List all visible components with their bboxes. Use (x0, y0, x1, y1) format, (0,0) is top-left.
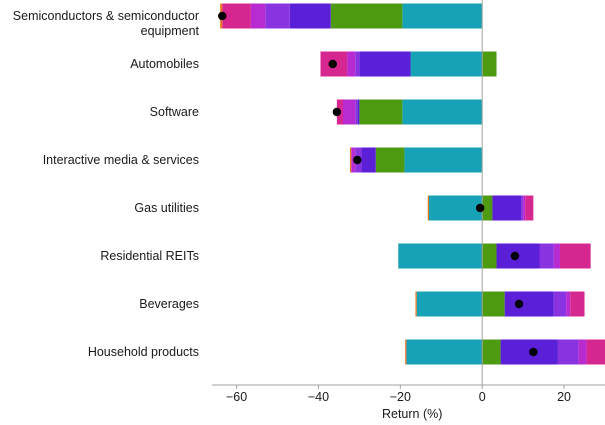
bar-segment (586, 339, 605, 365)
total-marker (475, 203, 485, 213)
category-label: Gas utilities (134, 201, 199, 215)
bar-segment (482, 339, 501, 365)
category-label: Software (150, 105, 199, 119)
bar-segment (504, 291, 554, 317)
bar-segment (578, 339, 587, 365)
bar-segment (265, 3, 290, 29)
bar-segment (349, 147, 352, 173)
bar-segment (557, 339, 579, 365)
bar-segment (492, 195, 522, 221)
bar-segment (402, 99, 483, 125)
total-marker (514, 299, 524, 309)
bar-segment (525, 195, 534, 221)
category-label: Residential REITs (100, 249, 199, 263)
bar-segment (482, 243, 497, 269)
bar-segment (375, 147, 405, 173)
category-label: Semiconductors & semiconductor equipment (13, 9, 200, 38)
bar-segment (410, 51, 483, 77)
total-markers (218, 11, 538, 357)
bar-segment (539, 243, 554, 269)
bar-segment (357, 99, 360, 125)
bar-segment (570, 291, 585, 317)
bar-segment (398, 243, 483, 269)
bar-segment (559, 243, 591, 269)
category-label-line: Interactive media & services (43, 153, 199, 167)
x-tick-label: −20 (390, 390, 411, 404)
bar-segment (482, 291, 505, 317)
category-labels: Semiconductors & semiconductor equipment A… (13, 9, 200, 359)
x-tick-label: 0 (479, 390, 486, 404)
category-label-line: Beverages (139, 297, 199, 311)
category-label-line: equipment (141, 24, 200, 38)
category-label-line: Software (150, 105, 199, 119)
category-label-line: Automobiles (130, 57, 199, 71)
total-marker (529, 347, 538, 357)
bar-segment (415, 291, 417, 317)
bar-segment (428, 195, 483, 221)
x-axis-title: Return (%) (382, 407, 442, 421)
bar-segment (359, 99, 403, 125)
bar-segment (553, 243, 560, 269)
category-label: Household products (88, 345, 199, 359)
bars (220, 3, 605, 365)
x-tick-label: −60 (226, 390, 247, 404)
bar-segment (343, 99, 356, 125)
x-tick-label: 20 (557, 390, 571, 404)
total-marker (218, 11, 227, 21)
x-ticks: −60 −40 −20 0 20 (226, 385, 571, 404)
bar-segment (482, 51, 497, 77)
bar-segment (355, 51, 360, 77)
bar-segment (361, 147, 376, 173)
category-label: Beverages (139, 297, 199, 311)
total-marker (332, 107, 342, 117)
category-label-line: Semiconductors & semiconductor (13, 9, 199, 23)
total-marker (328, 59, 337, 69)
bar-segment (359, 51, 411, 77)
category-label-line: Residential REITs (100, 249, 199, 263)
bar-segment (404, 147, 483, 173)
category-label-line: Gas utilities (134, 201, 199, 215)
bar-segment (289, 3, 331, 29)
category-label: Automobiles (130, 57, 199, 71)
category-label: Interactive media & services (43, 153, 199, 167)
bar-segment (222, 3, 251, 29)
total-marker (353, 155, 362, 165)
bar-segment (406, 339, 483, 365)
bar-segment (250, 3, 266, 29)
bar-segment (523, 195, 526, 221)
bar-segment (405, 339, 407, 365)
bar-segment (427, 195, 429, 221)
category-label-line: Household products (88, 345, 199, 359)
bar-segment (330, 3, 403, 29)
total-marker (510, 251, 520, 261)
bar-segment (355, 99, 358, 125)
bar-segment (521, 195, 524, 221)
x-tick-label: −40 (308, 390, 329, 404)
bar-segment (416, 291, 483, 317)
bar-segment (553, 291, 567, 317)
bar-segment (566, 291, 571, 317)
bar-segment (402, 3, 483, 29)
bar-segment (347, 51, 356, 77)
bar-segment (482, 195, 493, 221)
